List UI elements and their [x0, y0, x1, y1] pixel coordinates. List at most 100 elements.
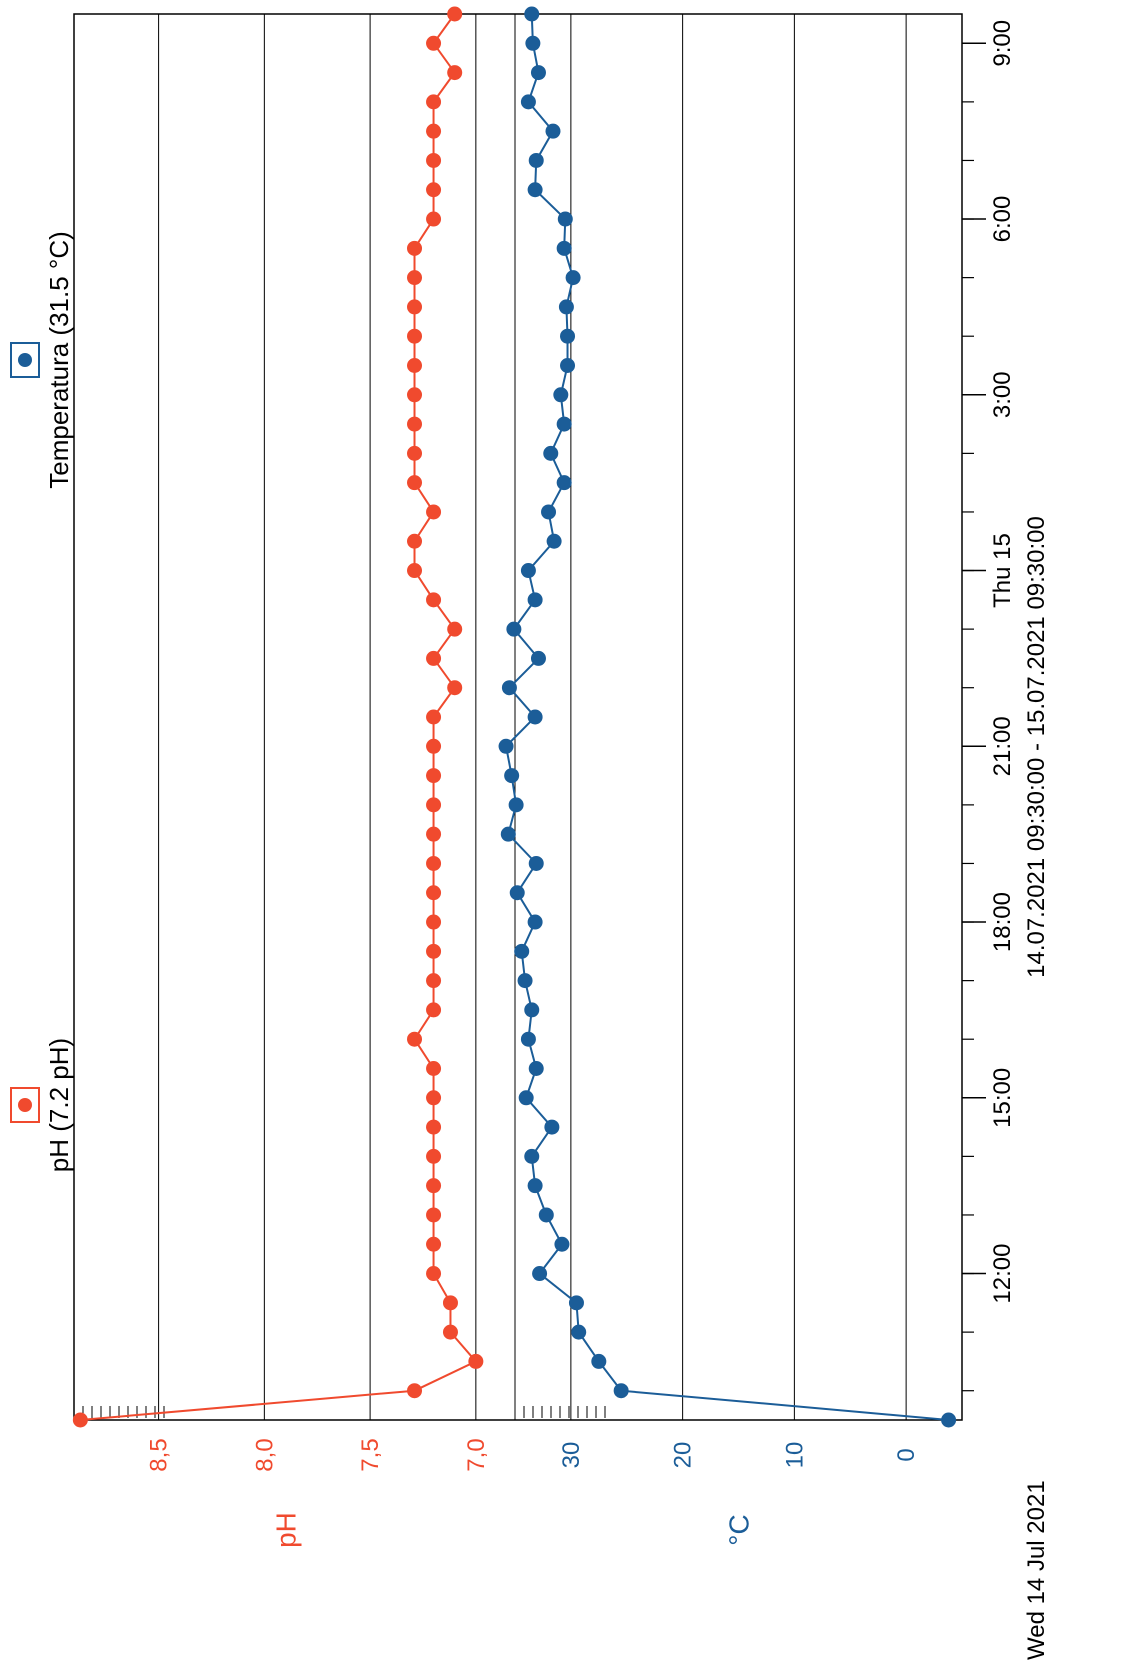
data-point-ph: [426, 182, 442, 198]
value-tick-label-temp: 30: [558, 1442, 585, 1469]
data-point-ph: [426, 943, 442, 959]
plot-frame: [73, 13, 963, 1421]
data-point-temp: [518, 1090, 534, 1106]
data-point-temp: [501, 680, 517, 696]
data-point-ph: [447, 680, 463, 696]
data-point-ph: [426, 1207, 442, 1223]
data-point-temp: [504, 768, 520, 784]
data-point-temp: [520, 94, 536, 110]
data-point-temp: [527, 592, 543, 608]
data-point-temp: [538, 1207, 554, 1223]
data-point-ph: [407, 358, 423, 373]
data-point-temp: [560, 358, 576, 373]
data-point-ph: [442, 1324, 458, 1340]
data-point-ph: [426, 709, 442, 725]
series-line-temp: [504, 13, 949, 1421]
data-point-temp: [524, 1002, 540, 1018]
data-point-temp: [524, 1148, 540, 1164]
data-point-ph: [426, 738, 442, 754]
data-point-ph: [426, 211, 442, 227]
axis-title-ph: pH: [271, 1512, 302, 1548]
data-point-ph: [447, 6, 463, 22]
legend-label: pH (7.2 pH): [44, 1038, 74, 1172]
data-point-ph: [407, 328, 423, 344]
data-point-ph: [468, 1353, 484, 1369]
time-tick-label: 12:00: [989, 1244, 1016, 1304]
data-point-temp: [568, 1295, 584, 1311]
data-point-ph: [407, 533, 423, 549]
data-point-ph: [407, 240, 423, 256]
value-tick-label-ph: 7,5: [357, 1438, 384, 1471]
legend-marker: [18, 353, 32, 367]
data-point-ph: [426, 152, 442, 168]
time-tick-label: Thu 15: [989, 533, 1016, 608]
data-point-temp: [543, 445, 559, 461]
data-point-ph: [407, 1031, 423, 1047]
data-point-ph: [426, 1061, 442, 1076]
plot-layer: [73, 13, 963, 1421]
data-point-temp: [514, 943, 530, 959]
data-point-temp: [527, 709, 543, 725]
data-point-temp: [530, 65, 546, 81]
data-point-temp: [509, 885, 525, 901]
data-point-temp: [508, 797, 524, 813]
data-point-temp: [546, 533, 562, 549]
range-label: 14.07.2021 09:30:00 - 15.07.2021 09:30:0…: [1023, 516, 1050, 978]
data-point-ph: [426, 914, 442, 930]
data-point-temp: [571, 1324, 587, 1340]
value-tick-label-temp: 20: [670, 1442, 697, 1469]
data-point-ph: [407, 475, 423, 491]
data-point-temp: [556, 240, 572, 256]
legend: pH (7.2 pH) Temperatura (31.5 °C): [10, 231, 74, 1172]
data-point-temp: [544, 1119, 560, 1135]
data-point-ph: [426, 94, 442, 110]
data-point-ph: [407, 1383, 423, 1399]
data-point-ph: [72, 1412, 88, 1428]
data-point-temp: [520, 1031, 536, 1047]
data-point-temp: [527, 914, 543, 930]
data-point-ph: [407, 387, 423, 403]
data-point-ph: [426, 1002, 442, 1018]
data-point-temp: [558, 299, 574, 315]
data-point-temp: [556, 416, 572, 432]
data-point-temp: [565, 270, 581, 286]
start-date-label: Wed 14 Jul 2021: [1023, 1480, 1050, 1660]
axis-layer: 12:00 15:00 18:00 21:00 Thu 15 3:00 6:00 9:00 14…: [146, 20, 1050, 1660]
legend-label: Temperatura (31.5 °C): [44, 231, 74, 489]
data-point-temp: [517, 973, 533, 989]
data-point-temp: [528, 1061, 544, 1076]
time-tick-label: 9:00: [989, 20, 1016, 67]
value-tick-label-ph: 8,5: [146, 1438, 173, 1471]
data-point-ph: [426, 797, 442, 813]
data-point-temp: [613, 1383, 629, 1399]
data-point-temp: [941, 1412, 957, 1428]
data-point-ph: [426, 592, 442, 608]
value-tick-label-ph: 8,0: [251, 1438, 278, 1471]
data-point-ph: [407, 299, 423, 315]
data-point-temp: [527, 1178, 543, 1194]
data-point-ph: [407, 445, 423, 461]
series-layer: [72, 6, 957, 1428]
data-point-ph: [426, 650, 442, 666]
data-point-temp: [524, 6, 540, 22]
data-point-temp: [557, 211, 573, 227]
data-point-temp: [500, 826, 516, 842]
data-point-temp: [541, 504, 557, 520]
data-point-ph: [426, 885, 442, 901]
data-point-temp: [591, 1353, 607, 1369]
axis-title-temp: °C: [724, 1514, 755, 1545]
data-point-ph: [447, 621, 463, 637]
data-point-ph: [426, 1119, 442, 1135]
value-tick-label-ph: 7,0: [463, 1438, 490, 1471]
data-point-ph: [426, 1148, 442, 1164]
time-tick-label: 18:00: [989, 892, 1016, 952]
data-point-temp: [528, 152, 544, 168]
data-point-ph: [426, 35, 442, 51]
data-point-temp: [556, 475, 572, 491]
data-point-temp: [527, 182, 543, 198]
data-point-ph: [407, 416, 423, 432]
legend-marker-box: [10, 1087, 40, 1123]
time-tick-label: 15:00: [989, 1068, 1016, 1128]
data-point-ph: [426, 973, 442, 989]
